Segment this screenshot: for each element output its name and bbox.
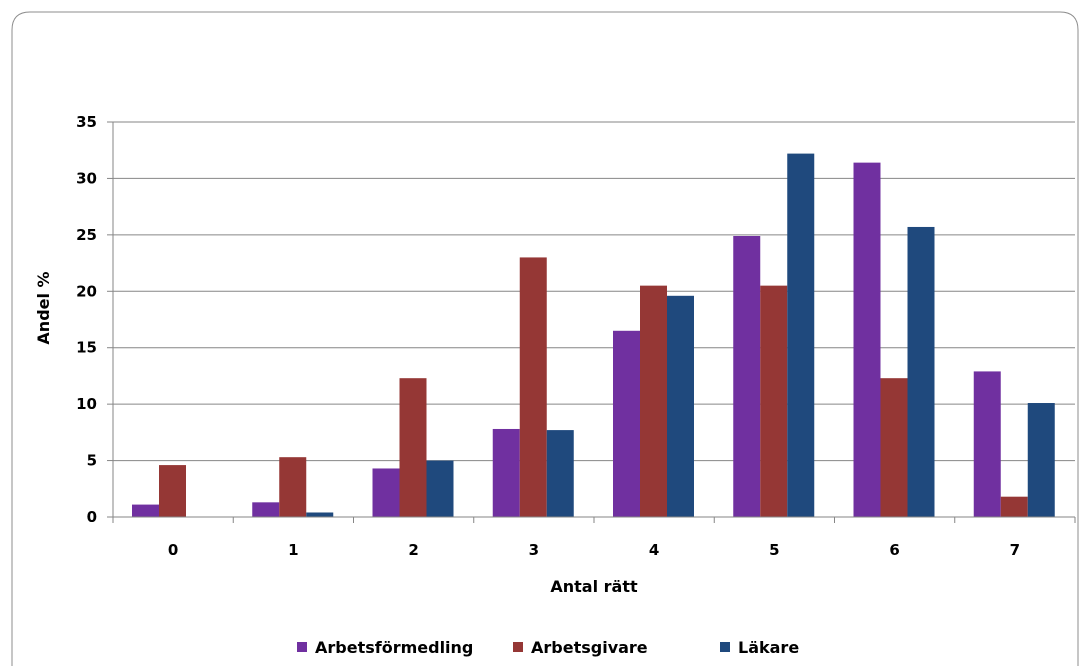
legend-swatch — [720, 642, 730, 652]
bar — [546, 430, 574, 517]
bar — [492, 428, 520, 517]
y-tick-label: 15 — [76, 339, 97, 357]
bar — [306, 512, 334, 517]
y-tick-label: 30 — [76, 169, 97, 187]
legend-swatch — [513, 642, 523, 652]
x-tick-label: 7 — [1010, 541, 1020, 559]
x-tick-labels: 0 1 2 3 4 5 6 7 — [168, 541, 1020, 559]
legend-swatch — [297, 642, 307, 652]
axes — [107, 121, 1076, 523]
chart-border — [11, 11, 1079, 666]
x-axis-label: Antal rätt — [550, 577, 638, 596]
bar — [973, 371, 1001, 517]
bars — [132, 153, 1055, 517]
y-tick-label: 20 — [76, 282, 97, 300]
y-tick-labels: 0 5 10 15 20 25 30 35 — [76, 113, 97, 526]
x-tick-label: 1 — [288, 541, 298, 559]
bar — [279, 457, 307, 517]
y-tick-label: 25 — [76, 226, 97, 244]
x-tick-label: 5 — [769, 541, 779, 559]
bar — [640, 285, 667, 517]
x-tick-label: 3 — [529, 541, 539, 559]
bar — [760, 285, 788, 517]
x-tick-label: 0 — [168, 541, 178, 559]
legend: Arbetsförmedling Arbetsgivare Läkare — [297, 638, 799, 657]
x-tick-label: 4 — [649, 541, 659, 559]
bar — [787, 153, 815, 517]
gridlines — [113, 121, 1075, 462]
bar — [1027, 403, 1055, 517]
bar — [426, 460, 454, 517]
legend-label: Läkare — [738, 638, 799, 657]
bar — [252, 502, 280, 517]
bar — [667, 295, 694, 517]
bar — [399, 378, 427, 517]
bar — [132, 504, 159, 517]
x-tick-label: 2 — [408, 541, 418, 559]
y-tick-label: 0 — [87, 508, 97, 526]
bar — [372, 468, 400, 517]
bar — [733, 235, 761, 517]
legend-label: Arbetsförmedling — [315, 638, 473, 657]
legend-label: Arbetsgivare — [531, 638, 648, 657]
y-tick-label: 10 — [76, 395, 97, 413]
y-axis-label: Andel % — [34, 271, 53, 344]
bar — [1000, 496, 1028, 517]
bar — [519, 257, 547, 517]
y-tick-label: 35 — [76, 113, 97, 131]
bar — [159, 465, 186, 517]
bar — [613, 330, 640, 517]
y-tick-label: 5 — [87, 452, 97, 470]
bar — [853, 162, 881, 517]
bar — [880, 378, 908, 517]
bar — [907, 226, 935, 517]
x-tick-label: 6 — [889, 541, 899, 559]
